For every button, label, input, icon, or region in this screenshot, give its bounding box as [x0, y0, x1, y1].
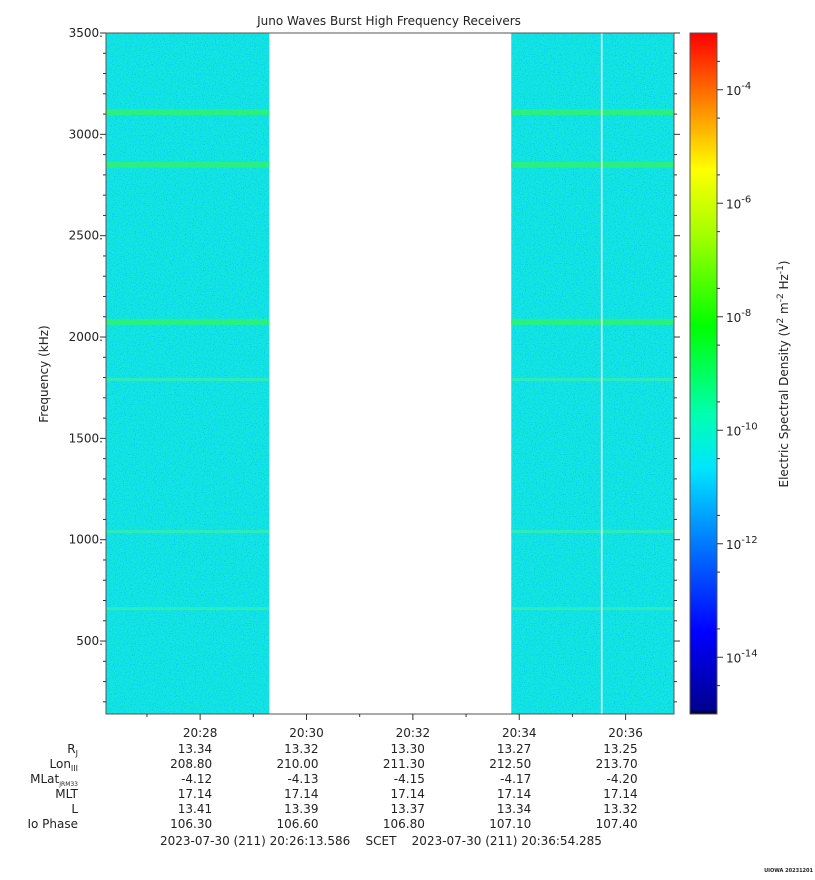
ephemeris-value: 107.10: [489, 817, 531, 831]
ephemeris-label: RJ: [67, 742, 78, 758]
ephemeris-value: 13.32: [284, 742, 318, 756]
ephemeris-value: 13.34: [178, 742, 212, 756]
x-tick-label: 20:36: [608, 726, 643, 740]
ephemeris-value: 13.27: [497, 742, 531, 756]
emission-band: [106, 530, 270, 534]
ephemeris-value: 13.37: [391, 802, 425, 816]
ephemeris-value: 13.41: [178, 802, 212, 816]
ephemeris-value: 106.60: [277, 817, 319, 831]
y-tick-label: 3500.: [69, 26, 103, 40]
ephemeris-value: -4.20: [607, 772, 638, 786]
emission-band: [511, 378, 674, 382]
ephemeris-value: 106.80: [383, 817, 425, 831]
ephemeris-value: 17.14: [603, 787, 637, 801]
time-range: 2023-07-30 (211) 20:26:13.586 SCET 2023-…: [160, 834, 602, 848]
ephemeris-value: -4.12: [181, 772, 212, 786]
colorbar-tick-label: 10-6: [726, 194, 751, 211]
ephemeris-value: -4.17: [500, 772, 531, 786]
ephemeris-value: 210.00: [277, 757, 319, 771]
spectrogram-noise-2: [511, 33, 674, 714]
emission-band: [106, 318, 270, 325]
emission-band: [106, 109, 270, 116]
colorbar: [689, 32, 718, 715]
x-tick-label: 20:34: [502, 726, 537, 740]
ephemeris-value: -4.13: [287, 772, 318, 786]
y-tick-label: 1500.: [69, 431, 103, 445]
ephemeris-value: 17.14: [178, 787, 212, 801]
colorbar-tick-label: 10-4: [726, 81, 751, 98]
colorbar-tick-label: 10-12: [726, 535, 758, 552]
ephemeris-value: 13.32: [603, 802, 637, 816]
ephemeris-table: RJ 13.34 13.32 13.30 13.27 13.25 LonIII 208.80 2…: [27, 742, 637, 831]
emission-band: [106, 378, 270, 382]
y-tick-label: 1000.: [69, 533, 103, 547]
colorbar-tick-label: 10-8: [726, 308, 751, 325]
ephemeris-value: 107.40: [596, 817, 638, 831]
y-tick-label: 3000.: [69, 127, 103, 141]
emission-band: [511, 161, 674, 168]
spectrogram-noise-1: [106, 33, 270, 714]
ephemeris-value: 13.34: [497, 802, 531, 816]
y-tick-label: 2500.: [69, 229, 103, 243]
colorbar-tick-label: 10-14: [726, 648, 758, 665]
y-axis-label: Frequency (kHz): [37, 325, 51, 422]
emission-band: [511, 109, 674, 116]
credit-label: UIOWA 20231201: [764, 868, 813, 874]
x-tick-label: 20:28: [183, 726, 218, 740]
ephemeris-value: 106.30: [170, 817, 212, 831]
ephemeris-value: 212.50: [489, 757, 531, 771]
ephemeris-label: MLatJRM33: [30, 772, 78, 788]
x-tick-label: 20:30: [289, 726, 324, 740]
ephemeris-value: 213.70: [596, 757, 638, 771]
emission-band: [106, 607, 270, 611]
x-tick-label: 20:32: [396, 726, 431, 740]
emission-band: [511, 318, 674, 325]
ephemeris-value: 13.25: [603, 742, 637, 756]
ephemeris-value: 13.39: [284, 802, 318, 816]
ephemeris-value: 211.30: [383, 757, 425, 771]
ephemeris-value: 208.80: [170, 757, 212, 771]
colorbar-tick-label: 10-10: [726, 421, 758, 438]
emission-band: [511, 530, 674, 534]
ephemeris-value: 17.14: [497, 787, 531, 801]
ephemeris-label: MLT: [55, 787, 78, 801]
ephemeris-label: Io Phase: [27, 817, 78, 831]
colorbar-label: Electric Spectral Density (V2 m-2 Hz-1): [776, 260, 791, 487]
y-axis: 3500. 3000. 2500. 2000. 1500. 1000. 500.: [69, 26, 680, 703]
ephemeris-value: 17.14: [391, 787, 425, 801]
ephemeris-label: LonIII: [50, 757, 79, 773]
spectrogram-data: [106, 33, 674, 714]
x-axis: 20:28 20:30 20:32 20:34 20:36: [146, 714, 643, 740]
chart-title: Juno Waves Burst High Frequency Receiver…: [256, 14, 521, 28]
ephemeris-value: 13.30: [391, 742, 425, 756]
y-tick-label: 2000.: [69, 330, 103, 344]
plot-frame: [105, 32, 675, 715]
ephemeris-label: L: [71, 802, 78, 816]
ephemeris-value: 17.14: [284, 787, 318, 801]
colorbar-axis: 10-4 10-6 10-8 10-10 10-12 10-14: [717, 60, 758, 687]
ephemeris-value: -4.15: [394, 772, 425, 786]
emission-band: [106, 161, 270, 168]
emission-band: [511, 607, 674, 611]
y-tick-label: 500.: [76, 634, 103, 648]
